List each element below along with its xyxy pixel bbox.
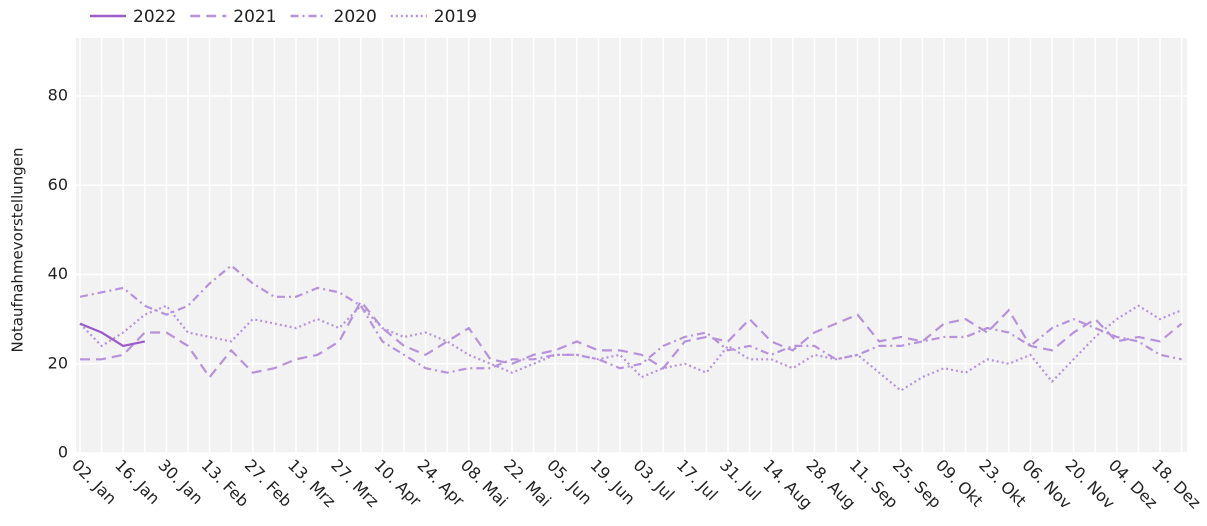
series-line: [79, 322, 146, 348]
x-tick-label: 13. Feb: [198, 456, 253, 511]
x-tick-label: 31. Jul: [716, 456, 765, 505]
y-axis-title: Notaufnahmevorstellungen: [9, 147, 27, 352]
legend-label: 2021: [233, 7, 276, 27]
x-tick-label: 24. Apr: [414, 456, 469, 511]
x-tick-label: 08. Mai: [457, 456, 512, 511]
x-tick-label: 02. Jan: [68, 456, 120, 508]
series-line: [79, 304, 1183, 392]
y-tick-label: 80: [48, 86, 68, 105]
y-tick-label: 20: [48, 353, 68, 372]
x-tick-label: 17. Jul: [673, 456, 722, 505]
y-tick-label: 40: [48, 264, 68, 283]
series-line: [79, 264, 1182, 374]
x-tick-label: 16. Jan: [111, 456, 163, 508]
y-tick-label: 0: [58, 443, 68, 462]
x-tick-label: 27. Feb: [241, 456, 296, 511]
x-tick-label: 19. Jun: [586, 456, 639, 509]
x-tick-label: 30. Jan: [154, 456, 206, 508]
legend-label: 2022: [133, 7, 176, 27]
x-tick-label: 10. Apr: [370, 456, 425, 511]
y-tick-label: 60: [48, 175, 68, 194]
legend-label: 2019: [434, 7, 477, 27]
x-tick-label: 23. Okt: [975, 456, 1030, 511]
legend-label: 2020: [334, 7, 377, 27]
plot-background: [76, 38, 1187, 453]
series-line: [80, 299, 1183, 379]
x-tick-label: 22. Mai: [500, 456, 555, 511]
